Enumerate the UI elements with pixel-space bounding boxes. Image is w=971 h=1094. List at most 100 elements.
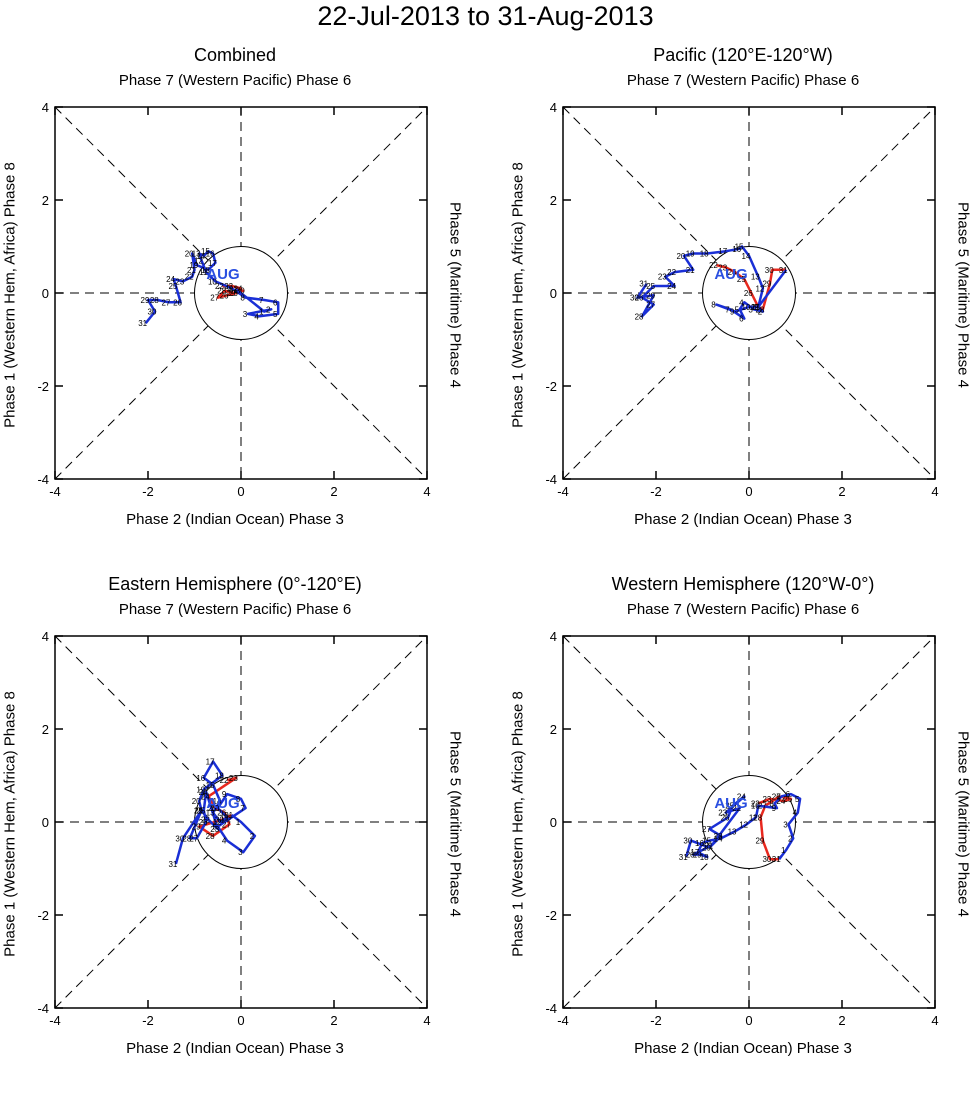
day-label: 6: [739, 315, 744, 324]
day-label: 16: [206, 249, 215, 258]
day-label: 28: [150, 296, 159, 305]
month-label: AUG: [206, 795, 239, 812]
day-label: 10: [742, 303, 751, 312]
day-label: 12: [755, 284, 764, 293]
day-label: 30: [630, 294, 639, 303]
day-label: 17: [206, 758, 215, 767]
day-label: 11: [751, 303, 760, 312]
x-tick-label: -2: [142, 484, 154, 499]
day-label: 26: [173, 298, 182, 307]
y-tick-label: -4: [545, 1001, 557, 1016]
day-label: 12: [739, 820, 748, 829]
day-label: 30: [175, 834, 184, 843]
day-label: 29: [141, 296, 150, 305]
day-label: 30: [762, 855, 771, 864]
day-label: 20: [192, 797, 201, 806]
y-tick-label: 0: [550, 286, 557, 301]
day-label: 21: [686, 266, 695, 275]
x-tick-label: 0: [237, 484, 244, 499]
day-label: 6: [273, 298, 278, 307]
day-label: 23: [658, 273, 667, 282]
day-label: 8: [711, 301, 716, 310]
day-label: 3: [238, 848, 243, 857]
day-label: 3: [243, 310, 248, 319]
day-label: 29: [702, 844, 711, 853]
x-tick-label: 4: [423, 484, 430, 499]
day-label: 28: [714, 832, 723, 841]
day-label: 5: [734, 305, 739, 314]
y-tick-label: -2: [545, 908, 557, 923]
day-label: 9: [772, 804, 777, 813]
day-label: 3: [783, 820, 788, 829]
panel-combined: Combined Phase 7 (Western Pacific) Phase…: [0, 45, 470, 565]
day-label: 31: [679, 853, 688, 862]
day-label: 7: [240, 804, 245, 813]
day-label: 31: [138, 319, 147, 328]
x-tick-label: 0: [237, 1013, 244, 1028]
day-label: 19: [686, 249, 695, 258]
day-label: 26: [199, 818, 208, 827]
y-tick-label: 2: [550, 193, 557, 208]
day-label: 2: [266, 305, 271, 314]
x-tick-label: 4: [931, 484, 938, 499]
day-label: 4: [254, 312, 259, 321]
day-label: 1: [781, 846, 786, 855]
x-tick-label: 0: [745, 484, 752, 499]
day-label: 29: [755, 837, 764, 846]
day-label: 23: [210, 825, 219, 834]
day-label: 11: [749, 813, 758, 822]
day-label: 7: [776, 792, 781, 801]
day-label: 4: [222, 837, 227, 846]
y-tick-label: 0: [42, 815, 49, 830]
day-label: 18: [215, 772, 224, 781]
day-label: 20: [185, 249, 194, 258]
month-label: AUG: [206, 266, 239, 283]
day-label: 17: [718, 247, 727, 256]
x-tick-label: -4: [557, 1013, 569, 1028]
day-label: 10: [751, 802, 760, 811]
x-tick-label: -2: [142, 1013, 154, 1028]
day-label: 27: [161, 298, 170, 307]
day-label: 27: [646, 301, 655, 310]
day-label: 31: [639, 280, 648, 289]
main-title: 22-Jul-2013 to 31-Aug-2013: [0, 0, 971, 32]
day-label: 25: [168, 282, 177, 291]
day-label: 26: [744, 289, 753, 298]
x-tick-label: -4: [49, 1013, 61, 1028]
day-label: 31: [168, 860, 177, 869]
y-tick-label: -4: [37, 472, 49, 487]
x-tick-label: 2: [330, 484, 337, 499]
day-label: 14: [742, 252, 751, 261]
day-label: 27: [702, 825, 711, 834]
y-tick-label: -2: [37, 379, 49, 394]
day-label: 23: [229, 774, 238, 783]
y-tick-label: 2: [42, 193, 49, 208]
x-tick-label: 2: [838, 1013, 845, 1028]
day-label: 29: [646, 291, 655, 300]
day-label: 5: [795, 795, 800, 804]
panel-western-hemisphere: Western Hemisphere (120°W-0°) Phase 7 (W…: [508, 574, 971, 1094]
y-tick-label: 2: [550, 722, 557, 737]
day-label: 7: [259, 296, 264, 305]
day-label: 29: [194, 806, 203, 815]
y-tick-label: 0: [42, 286, 49, 301]
x-tick-label: 2: [838, 484, 845, 499]
y-tick-label: -4: [545, 472, 557, 487]
x-tick-label: 4: [423, 1013, 430, 1028]
day-label: 30: [683, 837, 692, 846]
x-tick-label: 0: [745, 1013, 752, 1028]
x-tick-label: 4: [931, 1013, 938, 1028]
day-label: 20: [676, 252, 685, 261]
day-label: 28: [217, 287, 226, 296]
day-label: 16: [196, 774, 205, 783]
month-label: AUG: [714, 266, 747, 283]
day-label: 1: [236, 818, 241, 827]
day-label: 4: [793, 809, 798, 818]
y-tick-label: -4: [37, 1001, 49, 1016]
x-tick-label: -4: [557, 484, 569, 499]
panel-eastern-hemisphere: Eastern Hemisphere (0°-120°E) Phase 7 (W…: [0, 574, 470, 1094]
day-label: 2: [788, 834, 793, 843]
